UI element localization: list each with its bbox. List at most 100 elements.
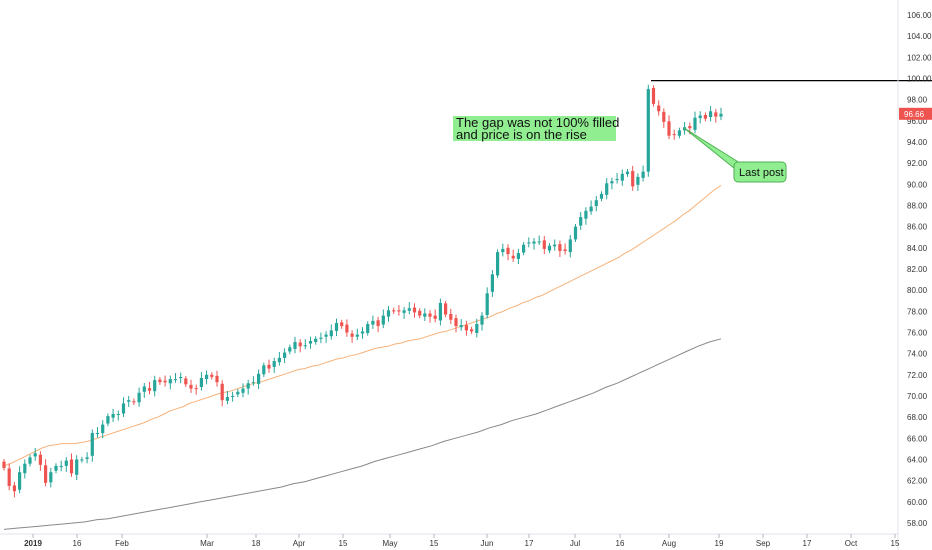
candle (662, 108, 666, 128)
y-tick-label: 104.00 (907, 32, 932, 41)
candle-body (625, 171, 630, 175)
candle-body (184, 378, 188, 385)
candle-body (480, 315, 484, 325)
candle-body (54, 465, 58, 471)
candle-body (59, 465, 63, 467)
y-tick-label: 66.00 (907, 434, 928, 443)
candle (636, 173, 640, 191)
x-tick-label: Oct (845, 539, 858, 548)
candle (127, 395, 131, 407)
candle-body (693, 117, 697, 130)
last-post-callout[interactable]: Last post (683, 127, 787, 183)
candle (7, 463, 11, 491)
candle-body (147, 388, 152, 391)
candle-body (444, 303, 448, 315)
price-axis[interactable]: 58.00 60.00 62.00 64.00 66.00 68.00 70.00 72.00… (907, 11, 932, 528)
candle (267, 359, 271, 373)
candle (386, 305, 391, 322)
candle-body (537, 241, 541, 243)
candle (568, 235, 572, 258)
candle (272, 357, 276, 373)
candle (584, 207, 588, 225)
candle-body (579, 217, 583, 226)
candle-body (376, 320, 380, 327)
candle (703, 112, 707, 122)
candle (511, 249, 515, 262)
callout-label: Last post (739, 167, 784, 179)
candle-body (553, 244, 557, 247)
y-tick-label: 72.00 (907, 371, 928, 380)
candle-body (168, 379, 172, 384)
candle-body (532, 241, 536, 244)
candle (714, 108, 718, 123)
candle-body (605, 183, 609, 195)
candle-body (225, 397, 229, 401)
y-tick-label: 92.00 (907, 159, 928, 168)
candle-body (589, 206, 593, 212)
candle (111, 408, 115, 422)
candle-body (288, 347, 292, 352)
candle (464, 320, 468, 336)
candle-body (620, 173, 624, 181)
candle (501, 243, 505, 257)
candle-body (272, 361, 276, 367)
candle (132, 398, 136, 405)
candle-body (454, 318, 458, 327)
candle-body (329, 330, 333, 337)
x-tick-label: Feb (115, 539, 129, 548)
candle-body (319, 337, 323, 339)
candle-body (298, 342, 302, 347)
x-tick-label: 15 (430, 539, 439, 548)
candle (672, 129, 676, 140)
candle (329, 324, 333, 340)
y-tick-label: 62.00 (907, 477, 928, 486)
candle (480, 312, 484, 331)
candle (199, 372, 203, 391)
candle-body (340, 322, 344, 327)
candle-body (236, 391, 240, 395)
time-axis[interactable]: 2019 16 Feb Mar 18 Apr 15 May 15 Jun 17 Jul 16 Aug 19 S… (24, 534, 900, 548)
y-tick-label: 60.00 (907, 498, 928, 507)
x-tick-label: Mar (200, 539, 214, 548)
candle-body (277, 357, 281, 363)
candle (257, 369, 261, 389)
candle-body (116, 414, 120, 415)
candle-body (651, 88, 656, 104)
candle (23, 459, 27, 479)
candle (44, 459, 48, 487)
candle (599, 191, 604, 202)
candle (64, 457, 68, 472)
candle-body (205, 374, 209, 379)
ma-slow-line (3, 338, 722, 530)
y-tick-label: 88.00 (907, 202, 928, 211)
candle (225, 391, 229, 405)
candle-body (407, 308, 411, 311)
candle-body (38, 454, 42, 465)
candle-body (428, 313, 432, 317)
x-tick-label: 17 (803, 539, 812, 548)
gap-annotation[interactable]: The gap was not 100% filled and price is… (453, 115, 619, 142)
candle-body (672, 134, 676, 136)
y-tick-label: 96.00 (907, 117, 928, 126)
candle-body (345, 324, 349, 333)
callout-pointer (683, 127, 741, 169)
candle-body (662, 111, 666, 122)
candle-body (153, 380, 157, 392)
candle (314, 336, 318, 345)
candle-body (381, 315, 385, 325)
candle-body (7, 468, 11, 486)
price-tag-box (899, 107, 932, 120)
candle-body (631, 171, 635, 187)
candle-body (95, 433, 100, 435)
candle (667, 115, 671, 140)
candle-body (449, 314, 453, 320)
candle-body (231, 396, 235, 397)
candle-body (573, 226, 578, 240)
candle (116, 410, 120, 421)
candle-body (698, 115, 702, 119)
candle (241, 383, 245, 398)
candle-body (28, 457, 32, 464)
y-tick-label: 68.00 (907, 413, 928, 422)
candle-body (688, 126, 692, 129)
